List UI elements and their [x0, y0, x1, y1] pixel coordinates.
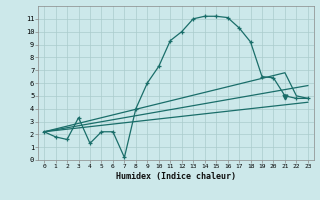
X-axis label: Humidex (Indice chaleur): Humidex (Indice chaleur) — [116, 172, 236, 181]
